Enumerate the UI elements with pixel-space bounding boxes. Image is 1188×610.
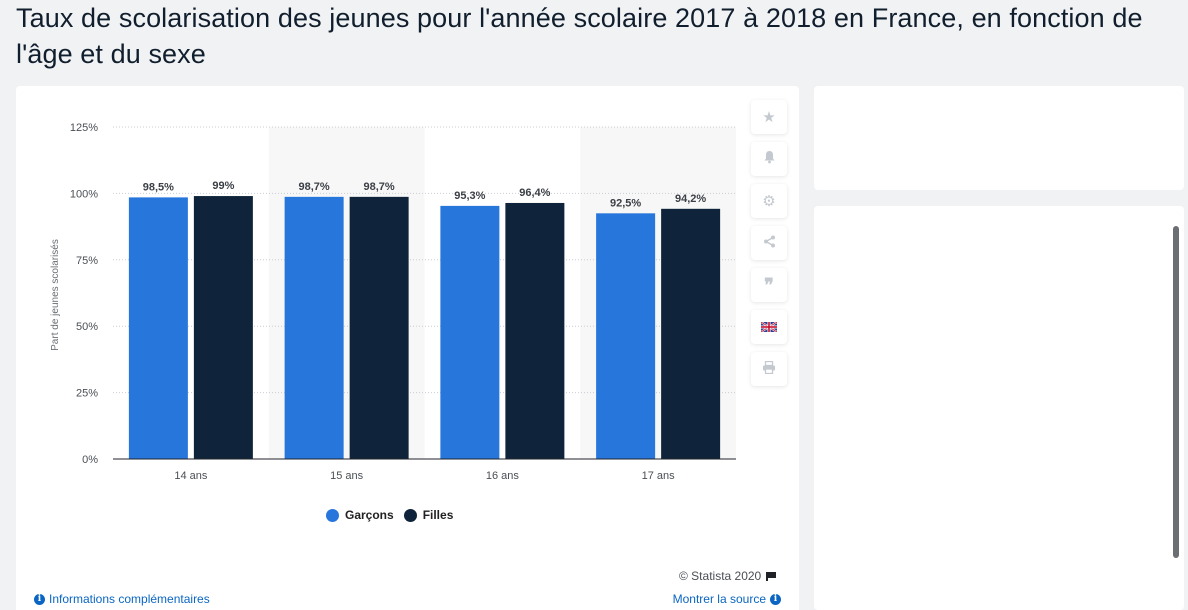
bell-icon xyxy=(763,150,776,168)
bar-filles xyxy=(193,196,253,459)
y-tick-label: 75% xyxy=(76,255,98,267)
x-tick-label: 15 ans xyxy=(330,470,364,482)
chart-legend: Garçons Filles xyxy=(326,508,453,522)
y-tick-label: 50% xyxy=(76,321,98,333)
bar-garcons xyxy=(596,213,656,459)
side-panel-top xyxy=(814,86,1184,190)
data-label: 94,2% xyxy=(675,193,706,205)
quote-icon: ❞ xyxy=(764,274,774,296)
share-icon xyxy=(763,235,776,252)
bar-chart: 0% 25% 50% 75% 100% 125% Part de jeunes scolar… xyxy=(50,122,736,482)
data-label: 96,4% xyxy=(519,187,550,199)
y-tick-label: 125% xyxy=(70,122,98,134)
copyright-notice: © Statista 2020 xyxy=(679,569,777,583)
y-tick-label: 0% xyxy=(82,454,98,466)
data-label: 99% xyxy=(212,180,234,192)
favorite-button[interactable]: ★ xyxy=(751,100,787,134)
y-tick-label: 100% xyxy=(70,188,98,200)
settings-button[interactable]: ⚙ xyxy=(751,184,787,218)
gear-icon: ⚙ xyxy=(762,193,776,210)
show-source-label: Montrer la source xyxy=(672,592,766,606)
legend-item-garcons[interactable]: Garçons xyxy=(326,508,394,522)
language-button[interactable] xyxy=(751,310,787,344)
info-icon: i xyxy=(34,593,45,605)
info-icon: i xyxy=(770,593,781,605)
data-label: 92,5% xyxy=(610,197,641,209)
y-axis-title: Part de jeunes scolarisés xyxy=(50,239,61,351)
data-label: 95,3% xyxy=(454,190,485,202)
cite-button[interactable]: ❞ xyxy=(751,268,787,302)
bar-filles xyxy=(661,208,721,459)
show-source-link[interactable]: Montrer la source i xyxy=(673,592,781,606)
legend-dot-garcons xyxy=(326,508,339,522)
data-label: 98,7% xyxy=(299,181,330,193)
bar-garcons xyxy=(284,196,344,460)
notification-button[interactable] xyxy=(751,142,787,176)
share-button[interactable] xyxy=(751,226,787,260)
legend-label-filles: Filles xyxy=(422,508,454,522)
bar-garcons xyxy=(128,197,188,459)
print-button[interactable] xyxy=(751,352,787,386)
side-panel-bottom xyxy=(814,206,1184,610)
legend-dot-filles xyxy=(403,508,417,522)
bar-filles xyxy=(349,196,409,460)
copyright-text: © Statista 2020 xyxy=(679,569,762,583)
x-tick-label: 17 ans xyxy=(642,470,676,482)
data-label: 98,5% xyxy=(143,181,174,193)
chart-toolbar: ★ ⚙ ❞ xyxy=(751,100,787,394)
x-tick-label: 16 ans xyxy=(486,470,520,482)
page-title: Taux de scolarisation des jeunes pour l'… xyxy=(16,3,1143,69)
bar-garcons xyxy=(440,205,500,459)
more-info-link[interactable]: i Informations complémentaires xyxy=(34,592,210,606)
more-info-label: Informations complémentaires xyxy=(49,592,210,606)
star-icon: ★ xyxy=(762,109,776,126)
print-icon xyxy=(762,360,776,378)
data-label: 98,7% xyxy=(364,181,395,193)
bar-filles xyxy=(505,202,565,459)
x-tick-label: 14 ans xyxy=(174,470,208,482)
flag-uk-icon xyxy=(760,319,778,336)
legend-item-filles[interactable]: Filles xyxy=(403,508,454,522)
report-flag-icon[interactable] xyxy=(766,571,777,581)
scrollbar[interactable] xyxy=(1173,226,1179,558)
y-tick-label: 25% xyxy=(76,388,98,400)
legend-label-garcons: Garçons xyxy=(345,508,394,522)
